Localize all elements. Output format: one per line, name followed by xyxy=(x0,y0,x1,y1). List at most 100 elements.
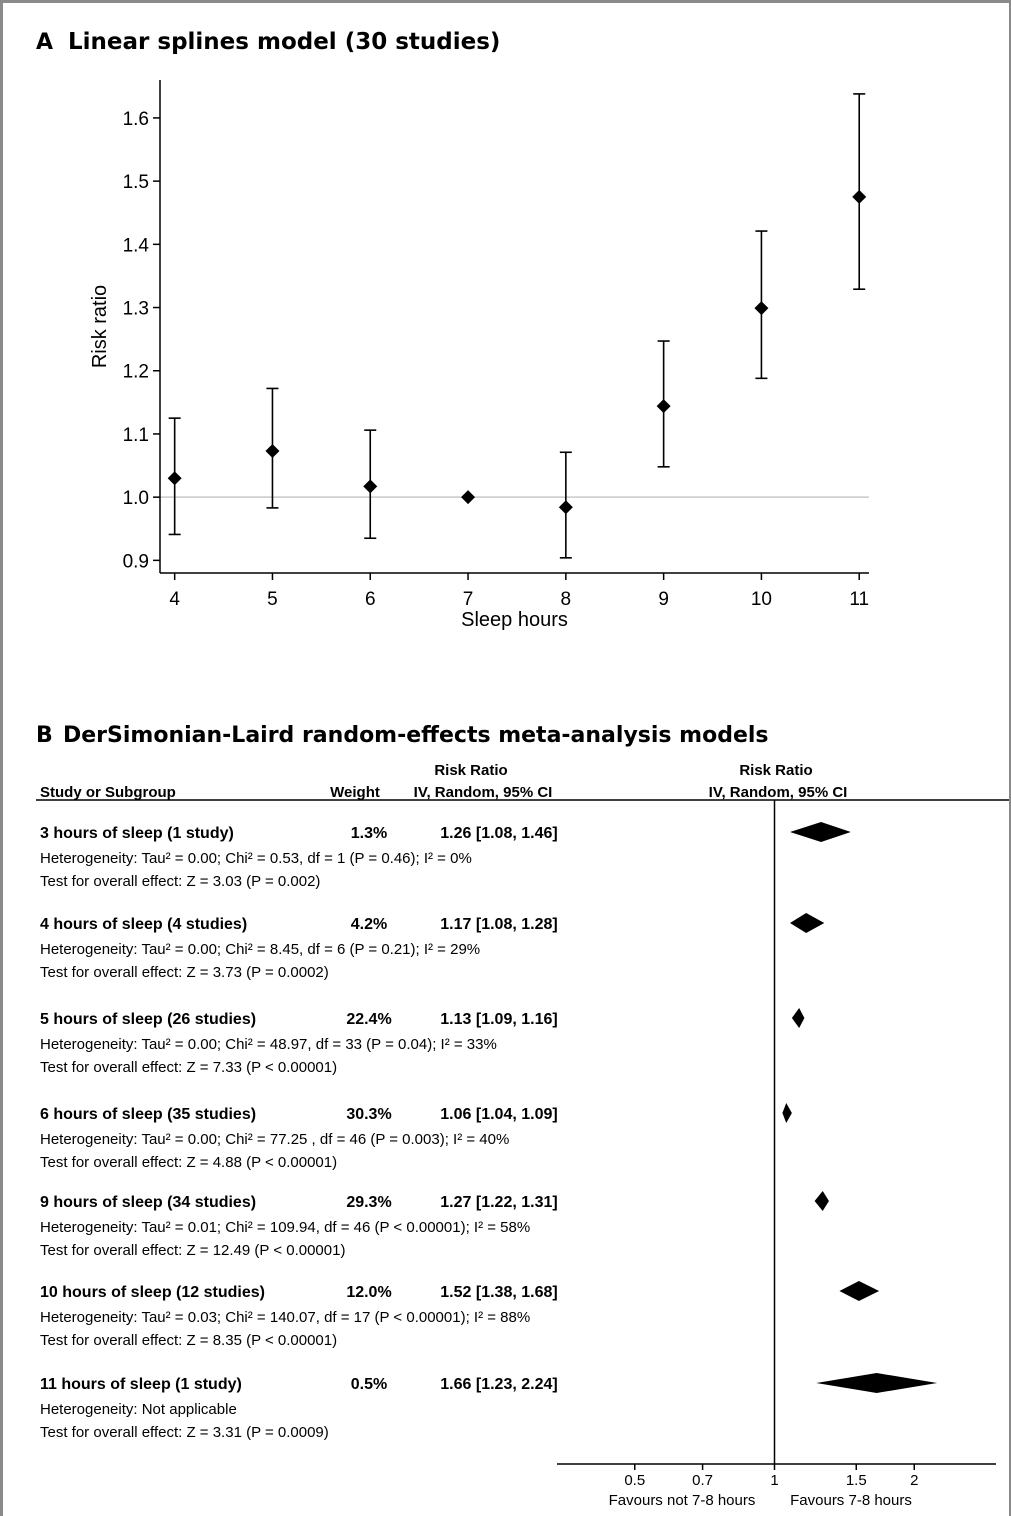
subgroup-diamond xyxy=(790,822,851,842)
y-tick-label: 1.5 xyxy=(123,172,149,193)
subgroup-heterogeneity: Heterogeneity: Tau² = 0.00; Chi² = 48.97… xyxy=(40,1036,497,1053)
header-risk-ratio-left: Risk Ratio xyxy=(434,762,507,779)
y-tick-label: 1.6 xyxy=(123,109,149,130)
subgroup-name: 11 hours of sleep (1 study) xyxy=(40,1376,242,1393)
x-axis-ticks: 4 5 6 7 8 9 10 11 xyxy=(169,573,869,610)
subgroup-weight: 0.5% xyxy=(351,1376,387,1393)
x-axis-label: Sleep hours xyxy=(461,609,568,631)
y-tick-label: 1.3 xyxy=(123,299,149,320)
forest-tick-label: 0.7 xyxy=(692,1472,713,1489)
subgroup-weight: 4.2% xyxy=(351,916,387,933)
subgroup-overall-effect: Test for overall effect: Z = 7.33 (P < 0… xyxy=(40,1059,337,1076)
subgroup-name: 6 hours of sleep (35 studies) xyxy=(40,1106,256,1123)
x-tick-label: 4 xyxy=(169,589,180,610)
x-tick-label: 9 xyxy=(658,589,669,610)
subgroup-ci: 1.27 [1.22, 1.31] xyxy=(440,1194,557,1211)
subgroup-heterogeneity: Heterogeneity: Tau² = 0.00; Chi² = 8.45,… xyxy=(40,941,480,958)
forest-plot: 3 hours of sleep (1 study) 1.3% 1.26 [1.08… xyxy=(40,800,996,1509)
forest-tick-label: 1.5 xyxy=(846,1472,867,1489)
point-marker xyxy=(265,444,280,459)
subgroup-heterogeneity: Heterogeneity: Tau² = 0.01; Chi² = 109.9… xyxy=(40,1219,530,1236)
forest-header: Risk Ratio Risk Ratio Study or Subgroup … xyxy=(36,762,1009,801)
y-tick-label: 1.0 xyxy=(123,488,149,509)
point-marker xyxy=(754,301,769,316)
subgroup-ci: 1.26 [1.08, 1.46] xyxy=(440,825,557,842)
subgroup-name: 4 hours of sleep (4 studies) xyxy=(40,916,247,933)
subgroup-overall-effect: Test for overall effect: Z = 12.49 (P < … xyxy=(40,1242,345,1259)
x-tick-label: 5 xyxy=(267,589,278,610)
x-tick-label: 7 xyxy=(463,589,474,610)
forest-tick-label: 1 xyxy=(770,1472,778,1489)
panel-b-letter: B xyxy=(36,723,53,748)
x-tick-label: 10 xyxy=(751,589,772,610)
panel-a-letter: A xyxy=(36,30,53,55)
subgroup-heterogeneity: Heterogeneity: Tau² = 0.03; Chi² = 140.0… xyxy=(40,1309,530,1326)
header-risk-ratio-right: Risk Ratio xyxy=(739,762,812,779)
subgroup-row: 10 hours of sleep (12 studies) 12.0% 1.52 … xyxy=(40,1281,880,1349)
y-tick-label: 0.9 xyxy=(123,551,149,572)
subgroup-row: 5 hours of sleep (26 studies) 22.4% 1.13 [… xyxy=(40,1008,805,1076)
subgroup-overall-effect: Test for overall effect: Z = 3.03 (P = 0… xyxy=(40,873,320,890)
subgroup-name: 3 hours of sleep (1 study) xyxy=(40,825,234,842)
panel-a-title: Linear splines model (30 studies) xyxy=(68,29,500,55)
y-axis-label: Risk ratio xyxy=(89,285,111,368)
point-marker xyxy=(558,500,573,515)
subgroup-name: 5 hours of sleep (26 studies) xyxy=(40,1011,256,1028)
subgroup-row: 4 hours of sleep (4 studies) 4.2% 1.17 [1.… xyxy=(40,913,825,981)
subgroup-weight: 29.3% xyxy=(346,1194,391,1211)
y-tick-label: 1.4 xyxy=(123,235,150,256)
subgroup-heterogeneity: Heterogeneity: Tau² = 0.00; Chi² = 0.53,… xyxy=(40,850,472,867)
x-tick-label: 6 xyxy=(365,589,376,610)
subgroup-ci: 1.66 [1.23, 2.24] xyxy=(440,1376,557,1393)
subgroup-ci: 1.06 [1.04, 1.09] xyxy=(440,1106,557,1123)
panel-b-title: DerSimonian-Laird random-effects meta-an… xyxy=(63,723,769,748)
data-points xyxy=(167,93,867,559)
subgroup-row: 6 hours of sleep (35 studies) 30.3% 1.06 [… xyxy=(40,1103,792,1171)
x-tick-label: 8 xyxy=(561,589,572,610)
subgroup-diamond xyxy=(782,1103,792,1123)
point-marker xyxy=(852,189,867,204)
subgroup-ci: 1.17 [1.08, 1.28] xyxy=(440,916,557,933)
subgroup-overall-effect: Test for overall effect: Z = 8.35 (P < 0… xyxy=(40,1332,337,1349)
subgroup-diamond xyxy=(814,1191,829,1211)
subgroup-weight: 12.0% xyxy=(346,1284,391,1301)
favours-right-label: Favours 7-8 hours xyxy=(790,1492,912,1509)
forest-rows: 3 hours of sleep (1 study) 1.3% 1.26 [1.08… xyxy=(40,822,938,1441)
point-marker xyxy=(363,479,378,494)
x-tick-label: 11 xyxy=(849,589,869,610)
subgroup-overall-effect: Test for overall effect: Z = 3.73 (P = 0… xyxy=(40,964,329,981)
forest-tick-label: 2 xyxy=(910,1472,918,1489)
spline-chart: 0.9 1.0 1.1 1.2 1.3 1.4 1.5 1.6 4 5 6 7 8 9 10 11 Risk… xyxy=(89,80,869,631)
subgroup-ci: 1.13 [1.09, 1.16] xyxy=(440,1011,557,1028)
subgroup-heterogeneity: Heterogeneity: Tau² = 0.00; Chi² = 77.25… xyxy=(40,1131,509,1148)
subgroup-name: 10 hours of sleep (12 studies) xyxy=(40,1284,265,1301)
header-weight: Weight xyxy=(330,784,380,801)
subgroup-diamond xyxy=(790,913,825,933)
y-tick-label: 1.2 xyxy=(123,362,149,383)
forest-tick-label: 0.5 xyxy=(624,1472,645,1489)
header-ci-right: IV, Random, 95% CI xyxy=(709,784,848,801)
subgroup-ci: 1.52 [1.38, 1.68] xyxy=(440,1284,557,1301)
point-marker xyxy=(656,399,671,414)
y-tick-label: 1.1 xyxy=(123,425,149,446)
figure-canvas: A Linear splines model (30 studies) 0.9 1… xyxy=(36,29,1009,1509)
subgroup-row: 9 hours of sleep (34 studies) 29.3% 1.27 [… xyxy=(40,1191,829,1259)
subgroup-row: 3 hours of sleep (1 study) 1.3% 1.26 [1.08… xyxy=(40,822,851,890)
favours-left-label: Favours not 7-8 hours xyxy=(609,1492,756,1509)
subgroup-weight: 22.4% xyxy=(346,1011,391,1028)
subgroup-name: 9 hours of sleep (34 studies) xyxy=(40,1194,256,1211)
point-marker xyxy=(461,490,476,505)
subgroup-overall-effect: Test for overall effect: Z = 4.88 (P < 0… xyxy=(40,1154,337,1171)
subgroup-row: 11 hours of sleep (1 study) 0.5% 1.66 [1.2… xyxy=(40,1373,938,1441)
subgroup-weight: 30.3% xyxy=(346,1106,391,1123)
point-marker xyxy=(167,471,182,486)
subgroup-diamond xyxy=(839,1281,880,1301)
subgroup-overall-effect: Test for overall effect: Z = 3.31 (P = 0… xyxy=(40,1424,329,1441)
header-ci-left: IV, Random, 95% CI xyxy=(414,784,553,801)
subgroup-weight: 1.3% xyxy=(351,825,387,842)
forest-x-ticks: 0.5 0.7 1 1.5 2 xyxy=(624,1464,918,1489)
header-study: Study or Subgroup xyxy=(40,784,176,801)
y-axis-ticks: 0.9 1.0 1.1 1.2 1.3 1.4 1.5 1.6 xyxy=(123,109,160,572)
subgroup-diamond xyxy=(816,1373,938,1393)
